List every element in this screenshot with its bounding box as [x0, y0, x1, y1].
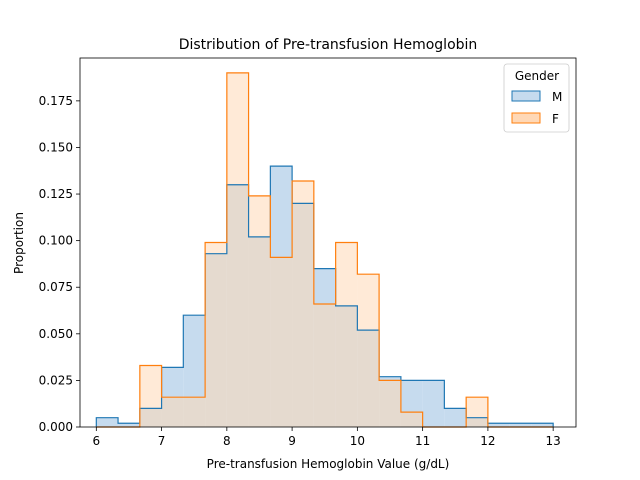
y-tick-label: 0.075: [39, 280, 73, 294]
bar-f-13: [379, 380, 401, 427]
bar-f-5: [205, 242, 227, 427]
bar-m-1: [118, 423, 140, 427]
bar-f-17: [466, 397, 488, 427]
y-axis-label: Proportion: [12, 212, 26, 274]
bar-m-16: [444, 408, 467, 427]
bar-f-10: [313, 304, 336, 427]
x-tick-label: 9: [288, 434, 296, 448]
x-tick-label: 10: [350, 434, 365, 448]
bar-f-9: [292, 181, 314, 427]
bar-f-8: [270, 257, 293, 427]
y-axis: 0.000 0.025 0.050 0.075 0.100 0.125 0.150 0.175: [39, 94, 80, 434]
bar-m-19: [509, 423, 532, 427]
legend-swatch-m: [511, 90, 541, 102]
y-tick-label: 0.100: [39, 234, 73, 248]
plot-area: [95, 72, 554, 428]
legend-label-m: M: [552, 90, 562, 104]
x-tick-label: 12: [480, 434, 495, 448]
x-tick-label: 8: [223, 434, 231, 448]
legend-title: Gender: [515, 69, 559, 83]
bar-m-0: [96, 417, 119, 427]
bar-m-15: [422, 380, 445, 427]
y-tick-label: 0.025: [39, 373, 73, 387]
y-tick-label: 0.150: [39, 140, 73, 154]
x-axis-label: Pre-transfusion Hemoglobin Value (g/dL): [207, 457, 450, 471]
y-tick-label: 0.000: [39, 420, 73, 434]
bar-m-18: [487, 423, 510, 427]
bar-f-6: [226, 72, 249, 427]
x-tick-label: 13: [546, 434, 561, 448]
legend-label-f: F: [552, 112, 559, 126]
x-tick-label: 6: [92, 434, 100, 448]
x-tick-label: 7: [158, 434, 166, 448]
legend-swatch-f: [511, 112, 541, 124]
bar-f-12: [357, 274, 380, 427]
series-f-bars: [139, 72, 488, 427]
legend: Gender M F: [503, 63, 570, 133]
x-tick-label: 11: [415, 434, 430, 448]
y-tick-label: 0.050: [39, 327, 73, 341]
y-tick-label: 0.175: [39, 94, 73, 108]
chart-title: Distribution of Pre-transfusion Hemoglob…: [179, 37, 478, 53]
axes-frame: [79, 57, 577, 428]
bar-f-3: [161, 397, 184, 427]
y-tick-label: 0.125: [39, 187, 73, 201]
bar-m-20: [531, 423, 554, 427]
x-axis: 6 7 8 9 10 11 12 13: [92, 427, 561, 448]
bar-f-2: [139, 365, 162, 427]
bar-f-4: [183, 397, 206, 427]
bar-f-7: [248, 195, 271, 427]
bar-f-11: [335, 242, 358, 427]
bar-f-14: [400, 412, 423, 427]
